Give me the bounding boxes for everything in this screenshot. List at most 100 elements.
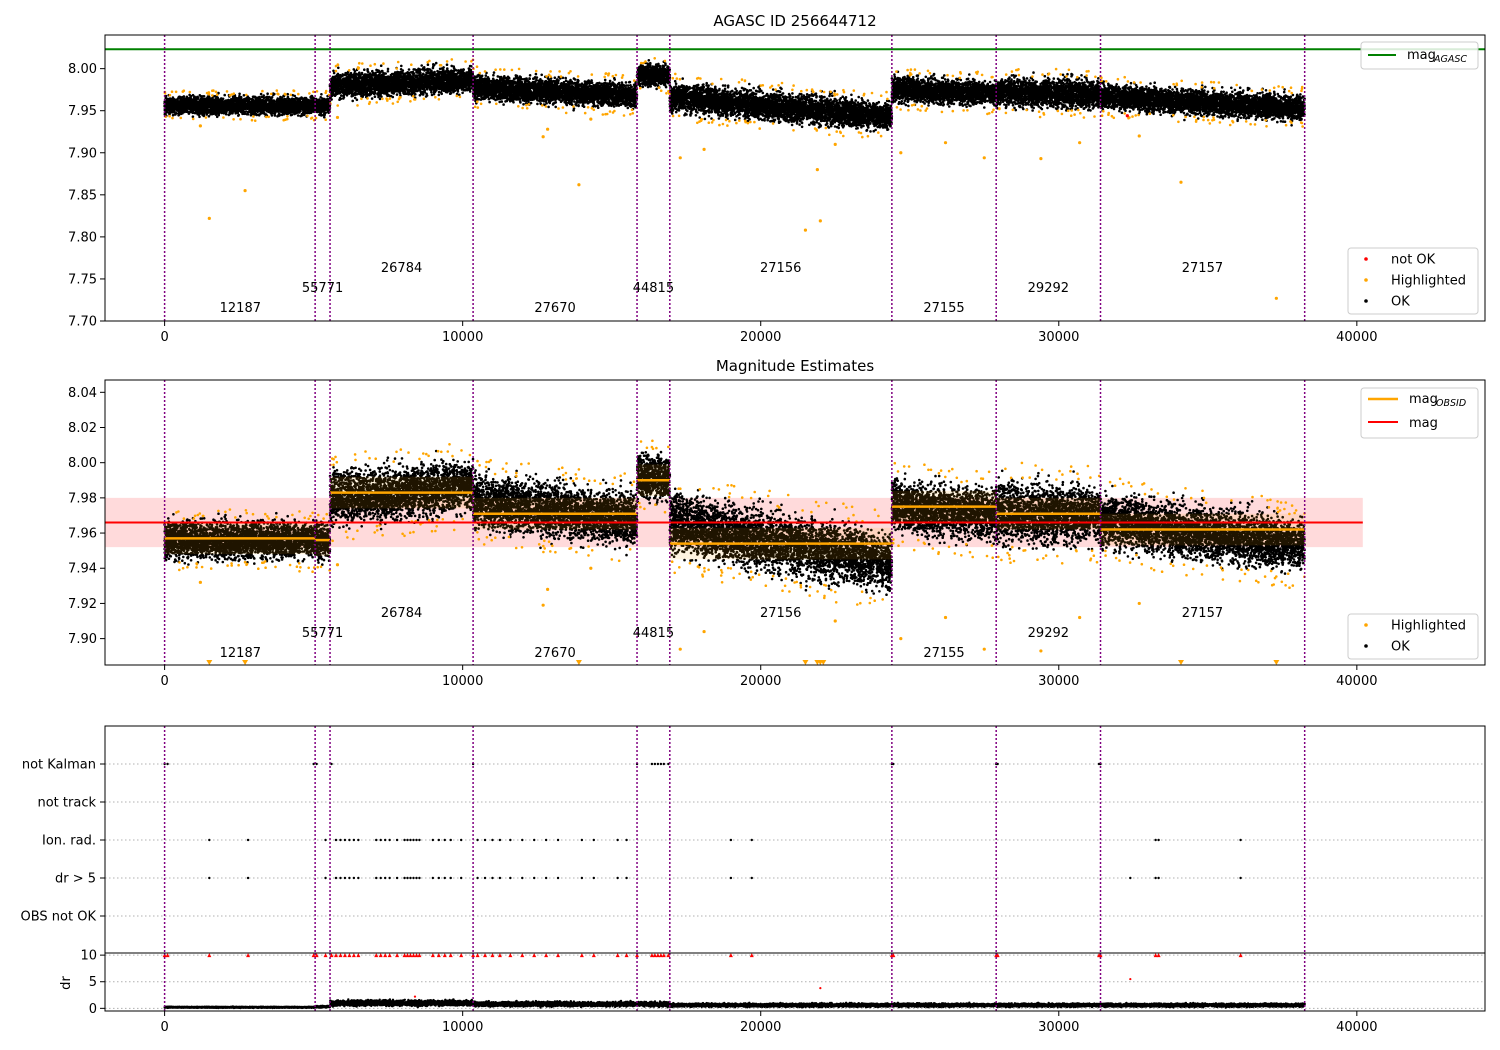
dr-capped-marker — [666, 953, 671, 958]
p2-y-tick-label: 7.92 — [68, 597, 97, 612]
p1-obsid-label: 29292 — [1028, 281, 1069, 296]
flag-category-label: not track — [37, 796, 96, 811]
highlighted-point — [833, 619, 837, 623]
p2-x-tick-label: 30000 — [1038, 674, 1079, 689]
flag-point — [1157, 838, 1160, 842]
highlighted-point — [1179, 180, 1183, 184]
dr-capped-marker — [891, 953, 896, 958]
legend-not-ok-marker — [1364, 257, 1368, 261]
dr-capped-marker — [579, 953, 584, 958]
dr-capped-marker — [508, 953, 513, 958]
flag-point — [312, 762, 315, 766]
ok-points — [163, 59, 1306, 133]
flag-point — [443, 876, 446, 880]
flag-point — [483, 876, 487, 880]
dr-capped-marker — [475, 953, 480, 958]
flag-point — [556, 838, 560, 842]
p2-obsid-label: 55771 — [302, 626, 343, 641]
flag-point — [491, 838, 494, 842]
highlighted-point — [1078, 615, 1082, 620]
dr-capped-marker — [417, 953, 422, 958]
flag-category-label: OBS not OK — [21, 910, 97, 925]
dr-capped-marker — [649, 953, 654, 958]
flag-point — [662, 762, 666, 766]
highlighted-point — [818, 219, 822, 223]
flag-category-label: Ion. rad. — [42, 834, 96, 849]
flag-point — [509, 876, 512, 880]
highlighted-point — [1039, 157, 1043, 161]
flag-point — [246, 876, 250, 880]
flag-point — [208, 876, 211, 880]
flag-point — [996, 762, 999, 766]
flag-point — [412, 876, 415, 880]
p2-obsid-label: 26784 — [381, 606, 422, 621]
plot-area — [105, 35, 1485, 321]
legend-highlighted-label: Highlighted — [1391, 619, 1466, 634]
highlighted-point — [678, 156, 682, 160]
legend-highlighted-label: Highlighted — [1391, 274, 1466, 289]
flag-point — [544, 876, 548, 880]
p2-y-tick-label: 7.96 — [68, 527, 97, 542]
flag-point — [491, 876, 494, 880]
dr-capped-marker — [652, 953, 657, 958]
legend-ok-marker — [1364, 299, 1368, 303]
p1-x-tick-label: 10000 — [442, 330, 483, 345]
highlighted-point — [702, 147, 706, 151]
flag-point — [1154, 838, 1157, 842]
dr-capped-marker — [556, 953, 561, 958]
plot-area — [105, 953, 1485, 1011]
panel-magnitude-estimates: Magnitude Estimates 12187 55771 26784 27670 4… — [68, 357, 1486, 689]
p4-x-tick-label: 10000 — [442, 1020, 483, 1035]
dr-points — [163, 998, 1306, 1010]
dr-capped-marker — [615, 953, 620, 958]
dr-capped-marker — [749, 953, 754, 958]
flag-point — [334, 876, 338, 880]
p2-x-tick-label: 40000 — [1336, 674, 1377, 689]
clipped-marker — [1273, 660, 1280, 665]
dr-capped-marker — [165, 953, 170, 958]
dr-capped-marker — [497, 953, 502, 958]
flag-point — [415, 838, 418, 842]
highlighted-point — [1137, 134, 1141, 138]
flag-point — [418, 838, 421, 842]
p4-x-tick-label: 20000 — [740, 1020, 781, 1035]
dr-capped-marker — [655, 953, 660, 958]
p1-obsid-label: 27155 — [923, 301, 964, 316]
p4-y-tick-label: 10 — [80, 949, 97, 964]
dr-outlier-point — [413, 995, 417, 998]
highlighted-point — [577, 183, 581, 187]
p1-obsid-label: 55771 — [302, 281, 343, 296]
highlighted-point — [803, 228, 808, 232]
dr-outlier-point — [1129, 977, 1132, 981]
p1-y-tick-label: 7.85 — [68, 188, 97, 203]
flag-point — [729, 838, 733, 842]
flag-point — [412, 838, 415, 842]
highlighted-point — [1039, 649, 1043, 653]
flag-point — [616, 838, 619, 842]
p1-x-tick-label: 20000 — [740, 330, 781, 345]
flag-point — [653, 762, 657, 766]
flag-point — [1239, 876, 1242, 880]
flag-point — [330, 762, 333, 766]
legend-not-ok-label: not OK — [1391, 253, 1436, 268]
highlighted-point — [335, 115, 340, 120]
flag-point — [375, 876, 378, 880]
flag-point — [395, 838, 399, 842]
p2-x-tick-label: 20000 — [740, 674, 781, 689]
p2-obsid-label: 27670 — [534, 646, 575, 661]
legend-box — [1360, 41, 1479, 70]
p1-obsid-label: 26784 — [381, 261, 422, 276]
clipped-marker — [242, 660, 249, 665]
flag-point — [509, 838, 512, 842]
clipped-marker — [820, 660, 827, 665]
highlighted-points — [163, 57, 1304, 139]
dr-capped-marker — [414, 953, 419, 958]
flag-point — [616, 876, 619, 880]
dr-capped-marker — [383, 953, 388, 958]
legend-agasc-subscript: AGASC — [1433, 54, 1467, 65]
dr-capped-marker — [411, 953, 416, 958]
highlighted-point — [815, 167, 819, 172]
flag-point — [348, 838, 351, 842]
p2-obsid-label: 44815 — [633, 626, 674, 641]
flag-point — [521, 876, 524, 880]
